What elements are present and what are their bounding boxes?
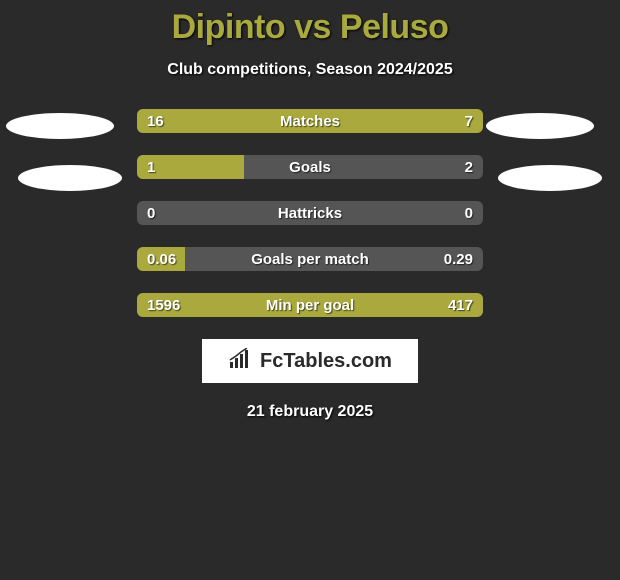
chart-icon [228,348,254,375]
stat-label: Goals [137,155,483,179]
stat-row: 0.060.29Goals per match [0,247,620,271]
stat-bar: 12Goals [137,155,483,179]
stat-bar: 0.060.29Goals per match [137,247,483,271]
stat-label: Matches [137,109,483,133]
stat-row: 1596417Min per goal [0,293,620,317]
date-label: 21 february 2025 [0,403,620,421]
stat-bar: 1596417Min per goal [137,293,483,317]
stat-row: 00Hattricks [0,201,620,225]
stat-bar: 00Hattricks [137,201,483,225]
stats-area: 167Matches 12Goals 00Hattricks 0.060.29Goal… [0,109,620,317]
fctables-logo[interactable]: FcTables.com [202,339,418,383]
stat-label: Min per goal [137,293,483,317]
stat-label: Goals per match [137,247,483,271]
stat-bar: 167Matches [137,109,483,133]
placeholder-ellipse [498,165,602,191]
comparison-widget: Dipinto vs Peluso Club competitions, Sea… [0,0,620,421]
page-subtitle: Club competitions, Season 2024/2025 [0,61,620,79]
stat-label: Hattricks [137,201,483,225]
logo-text: FcTables.com [260,350,392,373]
placeholder-ellipse [18,165,122,191]
page-title: Dipinto vs Peluso [0,8,620,47]
placeholder-ellipse [6,113,114,139]
placeholder-ellipse [486,113,594,139]
